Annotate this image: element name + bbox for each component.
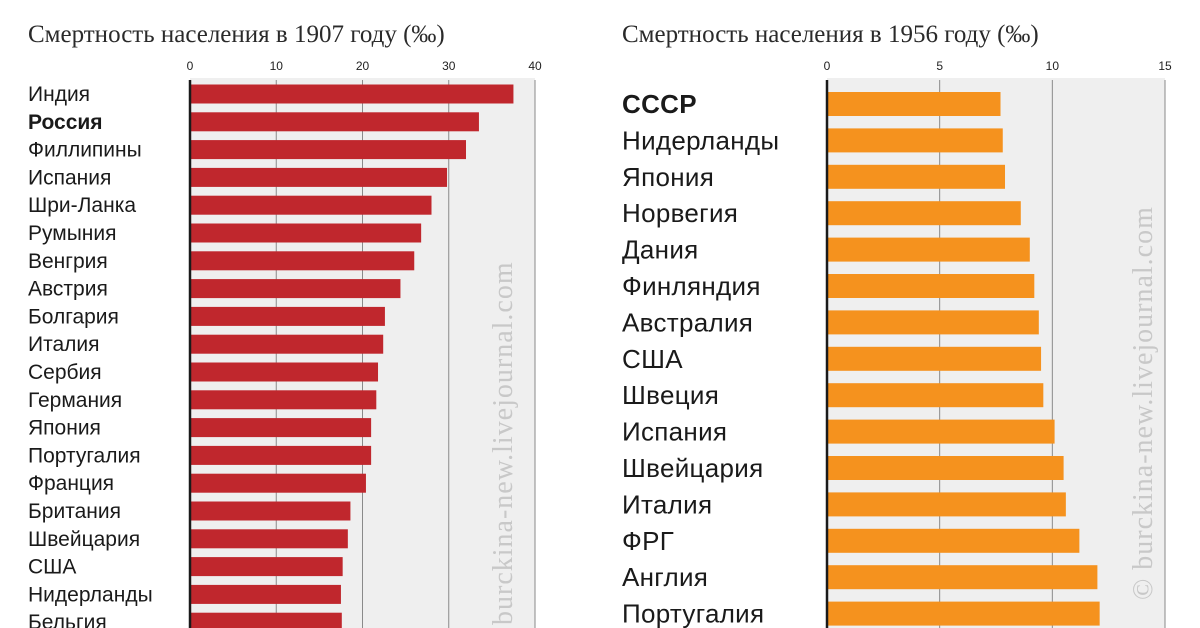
category-label: США	[622, 344, 683, 374]
category-label: Япония	[28, 417, 101, 440]
bar-9	[828, 383, 1044, 408]
bar-2	[191, 112, 479, 132]
bar-11	[828, 456, 1064, 480]
bar-1	[828, 92, 1001, 116]
category-label: Испания	[28, 166, 111, 189]
category-label: Япония	[622, 162, 714, 192]
bar-3	[191, 140, 466, 160]
bar-13	[828, 528, 1080, 553]
category-label: Португалия	[28, 444, 141, 467]
category-label: Шри-Ланка	[28, 194, 136, 217]
category-label: Британия	[28, 500, 121, 523]
category-label: Швейцария	[28, 528, 140, 551]
bar-11	[191, 362, 379, 382]
category-label: Франция	[28, 472, 114, 495]
tick-label-20: 20	[356, 59, 370, 73]
bar-9	[191, 306, 385, 326]
bar-10	[191, 334, 384, 354]
bar-1	[191, 84, 514, 104]
bar-15	[828, 601, 1100, 626]
tick-label-5: 5	[936, 59, 943, 73]
bar-4	[191, 167, 448, 187]
bar-6	[828, 274, 1035, 298]
bar-14	[191, 445, 372, 465]
category-label: Италия	[28, 333, 100, 356]
bar-17	[191, 529, 348, 549]
category-label: Швейцария	[622, 453, 763, 483]
watermark-text: burckina-new.livejournal.com	[488, 261, 519, 625]
bar-6	[191, 223, 422, 243]
bar-7	[828, 310, 1039, 335]
chart-1907: Смертность населения в 1907 году (‰) 0 10 2…	[28, 21, 542, 628]
tick-label-0: 0	[824, 59, 831, 73]
category-label: Бельгия	[28, 611, 107, 628]
category-label: Швеция	[622, 380, 719, 410]
category-label: Норвегия	[622, 198, 738, 228]
tick-label-15: 15	[1158, 59, 1172, 73]
tick-label-10: 10	[270, 59, 284, 73]
category-label: Россия	[28, 111, 103, 134]
bar-5	[828, 237, 1030, 262]
category-label: СССР	[622, 89, 697, 119]
tick-label-40: 40	[528, 59, 542, 73]
category-label: Сербия	[28, 361, 102, 384]
category-label: Италия	[622, 489, 712, 519]
watermark-text: © burckina-new.livejournal.com	[1128, 206, 1159, 600]
category-label: Германия	[28, 389, 122, 412]
category-label: Австрия	[28, 278, 108, 301]
bar-2	[828, 128, 1003, 153]
bar-8	[191, 279, 401, 299]
category-label: США	[28, 556, 76, 579]
category-label: Португалия	[622, 599, 764, 628]
bar-10	[828, 419, 1055, 444]
bar-13	[191, 418, 372, 438]
bar-8	[828, 346, 1042, 371]
category-label: Дания	[622, 235, 699, 265]
bar-7	[191, 251, 415, 271]
bar-19	[191, 584, 341, 604]
category-label: Венгрия	[28, 250, 108, 273]
category-label: Австралия	[622, 307, 753, 337]
tick-label-10: 10	[1046, 59, 1060, 73]
bar-3	[828, 164, 1006, 189]
bar-4	[828, 201, 1021, 226]
category-label: ФРГ	[622, 526, 674, 556]
chart-title: Смертность населения в 1956 году (‰)	[622, 21, 1039, 48]
bar-15	[191, 473, 366, 493]
category-label: Румыния	[28, 222, 117, 245]
chart-1956: Смертность населения в 1956 году (‰) 0 5 10…	[622, 21, 1172, 628]
bar-16	[191, 501, 351, 521]
category-label: Англия	[622, 562, 708, 592]
bar-14	[828, 565, 1098, 590]
bar-5	[191, 195, 432, 215]
chart-title: Смертность населения в 1907 году (‰)	[28, 21, 445, 48]
bar-12	[191, 390, 377, 410]
bar-12	[828, 492, 1066, 517]
category-label: Индия	[28, 83, 90, 106]
category-label: Болгария	[28, 305, 119, 328]
tick-label-0: 0	[187, 59, 194, 73]
bar-20	[191, 612, 342, 628]
category-label: Испания	[622, 417, 727, 447]
category-label: Филлипины	[28, 139, 142, 162]
tick-label-30: 30	[442, 59, 456, 73]
bar-18	[191, 557, 343, 577]
category-label: Финляндия	[622, 271, 761, 301]
category-label: Нидерланды	[622, 125, 779, 155]
category-label: Нидерланды	[28, 583, 153, 606]
